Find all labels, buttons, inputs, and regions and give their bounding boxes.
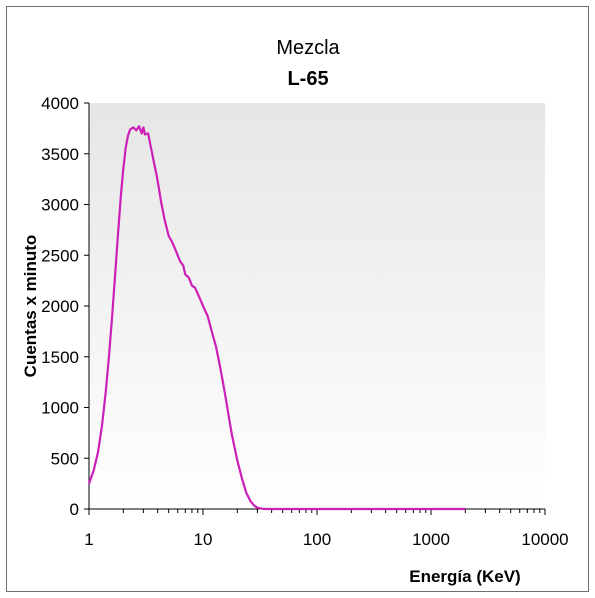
x-tick-label: 100	[303, 530, 331, 549]
chart-subtitle: L-65	[287, 68, 328, 90]
y-tick-label: 1500	[41, 348, 79, 367]
y-tick-label: 4000	[41, 94, 79, 113]
x-tick-label: 10	[194, 530, 213, 549]
x-tick-label: 1000	[412, 530, 450, 549]
y-tick-label: 1000	[41, 399, 79, 418]
x-axis-ticks	[88, 509, 546, 515]
y-tick-label: 3000	[41, 196, 79, 215]
chart-svg: Mezcla L-65 0 500 1000 1500 2000 2500 3000 3500…	[21, 37, 569, 586]
chart-title: Mezcla	[276, 37, 340, 59]
y-tick-label: 0	[70, 500, 79, 519]
x-axis-tick-labels: 1 10 100 1000 10000	[84, 530, 568, 549]
y-axis-tick-labels: 0 500 1000 1500 2000 2500 3000 3500 4000	[41, 94, 79, 519]
chart-frame: Mezcla L-65 0 500 1000 1500 2000 2500 3000 3500…	[6, 6, 589, 592]
plot-area	[89, 103, 545, 509]
series-line	[87, 125, 466, 511]
y-tick-label: 2000	[41, 297, 79, 316]
y-axis-label: Cuentas x minuto	[21, 235, 40, 378]
y-axis-ticks	[84, 102, 89, 510]
y-tick-label: 3500	[41, 145, 79, 164]
y-tick-label: 500	[51, 449, 79, 468]
x-axis-label: Energía (KeV)	[409, 567, 520, 586]
x-tick-label: 1	[84, 530, 93, 549]
x-tick-label: 10000	[521, 530, 568, 549]
y-tick-label: 2500	[41, 246, 79, 265]
